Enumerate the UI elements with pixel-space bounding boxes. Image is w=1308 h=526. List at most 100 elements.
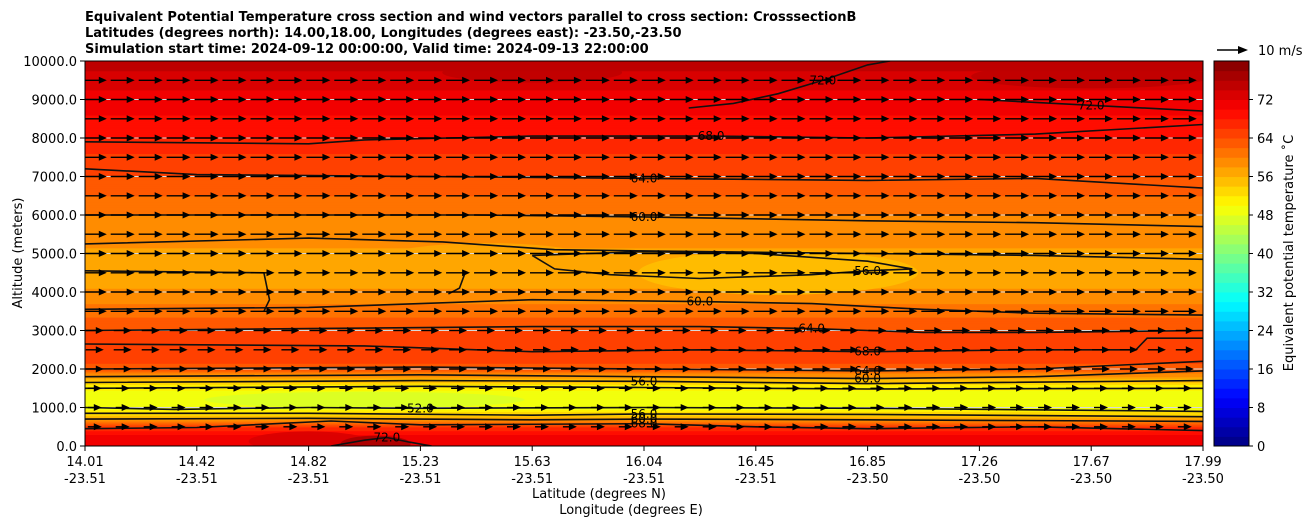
wind-vector-arrow-icon [311, 384, 326, 392]
wind-vector-arrow-icon [1172, 288, 1197, 296]
wind-vector-arrow-icon [865, 269, 890, 277]
wind-vector-arrow-icon [618, 423, 633, 431]
wind-vector-arrow-icon [113, 346, 132, 354]
wind-vector-arrow-icon [952, 327, 971, 334]
wind-vector-arrow-icon [138, 230, 163, 238]
wind-vector-arrow-icon [502, 288, 526, 296]
wind-vector-arrow-icon [138, 288, 163, 296]
wind-vector-arrow-icon [840, 365, 859, 373]
wind-vector-arrow-icon [423, 384, 438, 392]
wind-vector-arrow-icon [725, 192, 750, 200]
wind-vector-arrow-icon [812, 365, 831, 373]
fill-blob [248, 431, 369, 446]
wind-vector-arrow-icon [590, 404, 605, 411]
wind-vector-arrow-icon [1089, 269, 1113, 277]
wind-vector-arrow-icon [618, 404, 633, 411]
fill-band [85, 257, 1203, 260]
wind-vector-arrow-icon [893, 307, 918, 315]
wind-vector-arrow-icon [585, 269, 610, 277]
wind-vector-arrow-icon [227, 423, 242, 431]
fill-band [85, 338, 1203, 341]
wind-vector-arrow-icon [530, 173, 554, 180]
wind-vector-arrow-icon [222, 211, 247, 219]
wind-vector-arrow-icon [697, 211, 722, 219]
wind-vector-arrow-icon [977, 307, 1002, 315]
colorbar-segment [1214, 157, 1249, 168]
wind-vector-arrow-icon [166, 230, 191, 238]
wind-vector-arrow-icon [474, 288, 499, 296]
wind-vector-arrow-icon [949, 307, 974, 315]
wind-vector-arrow-icon [588, 327, 607, 334]
fill-band [85, 107, 1203, 110]
colorbar-segment [1214, 272, 1249, 283]
wind-vector-arrow-icon [837, 115, 862, 123]
x-tick-label-lat: 16.04 [625, 455, 662, 470]
fill-band [85, 428, 1203, 432]
x-tick-label-lon: -23.50 [847, 472, 889, 487]
fill-band [85, 345, 1203, 349]
contour-line [85, 123, 1203, 145]
wind-vector-arrow-icon [166, 96, 191, 103]
wind-vector-arrow-icon [110, 134, 135, 142]
fill-band [85, 347, 1203, 351]
quiver-key-arrow-head-icon [1238, 46, 1248, 54]
wind-vector-arrow-icon [418, 76, 443, 84]
wind-vector-arrow-icon [557, 269, 582, 277]
fill-band [85, 438, 1203, 441]
fill-band [85, 103, 1203, 106]
wind-vector-arrow-icon [138, 173, 163, 180]
fill-band [85, 163, 1203, 166]
wind-vector-arrow-icon [451, 384, 466, 392]
wind-vector-arrow-icon [87, 384, 102, 392]
wind-vector-arrow-icon [395, 404, 410, 411]
fill-band [85, 253, 1203, 257]
fill-band [85, 370, 1203, 374]
colorbar-segment [1214, 282, 1249, 293]
wind-vector-arrow-icon [921, 153, 946, 161]
wind-vector-arrow-icon [535, 384, 549, 392]
wind-vector-arrow-icon [85, 96, 107, 103]
contour-label: 60.0 [687, 295, 714, 309]
contour-label: 72.0 [374, 431, 401, 445]
wind-vector-arrow-icon [362, 76, 387, 84]
fill-band [85, 390, 1203, 393]
wind-vector-arrow-icon [1089, 230, 1113, 238]
wind-vector-arrow-icon [646, 384, 661, 392]
wind-vector-arrow-icon [1008, 365, 1027, 373]
fill-band [85, 207, 1203, 210]
wind-vector-arrow-icon [893, 192, 918, 200]
wind-vector-arrow-icon [474, 230, 499, 238]
wind-vector-arrow-icon [418, 96, 443, 103]
wind-vector-arrow-icon [85, 288, 107, 296]
fill-band [85, 230, 1203, 233]
colorbar-segment [1214, 70, 1249, 81]
contour-line [688, 61, 891, 109]
fill-blob [638, 250, 919, 295]
wind-vector-arrow-icon [1116, 211, 1141, 219]
wind-vector-arrow-icon [530, 76, 554, 84]
wind-vector-arrow-icon [1064, 327, 1082, 334]
wind-vector-arrow-icon [85, 134, 107, 142]
wind-vector-arrow-icon [1066, 404, 1080, 411]
wind-vector-arrow-icon [166, 288, 191, 296]
colorbar-tick-label: 8 [1257, 402, 1265, 417]
fill-band [85, 288, 1203, 291]
wind-vector-arrow-icon [365, 346, 384, 354]
wind-vector-arrow-icon [1172, 96, 1197, 103]
wind-vector-arrow-icon [367, 384, 382, 392]
wind-vector-arrow-icon [590, 423, 605, 431]
wind-vector-arrow-icon [702, 384, 717, 392]
fill-band [85, 440, 1203, 443]
wind-vector-arrow-icon [143, 384, 158, 392]
wind-vector-arrow-icon [980, 346, 999, 354]
colorbar-tick-label: 64 [1257, 132, 1274, 147]
wind-vector-arrow-icon [893, 96, 918, 103]
wind-vector-arrow-icon [222, 269, 247, 277]
wind-vector-arrow-icon [115, 404, 130, 411]
wind-vector-arrow-icon [334, 115, 359, 123]
wind-vector-arrow-icon [700, 346, 719, 354]
wind-vector-arrow-icon [143, 423, 158, 431]
wind-vector-arrow-icon [278, 230, 303, 238]
colorbar-tick-label: 0 [1257, 440, 1265, 455]
fill-band [85, 91, 1203, 95]
